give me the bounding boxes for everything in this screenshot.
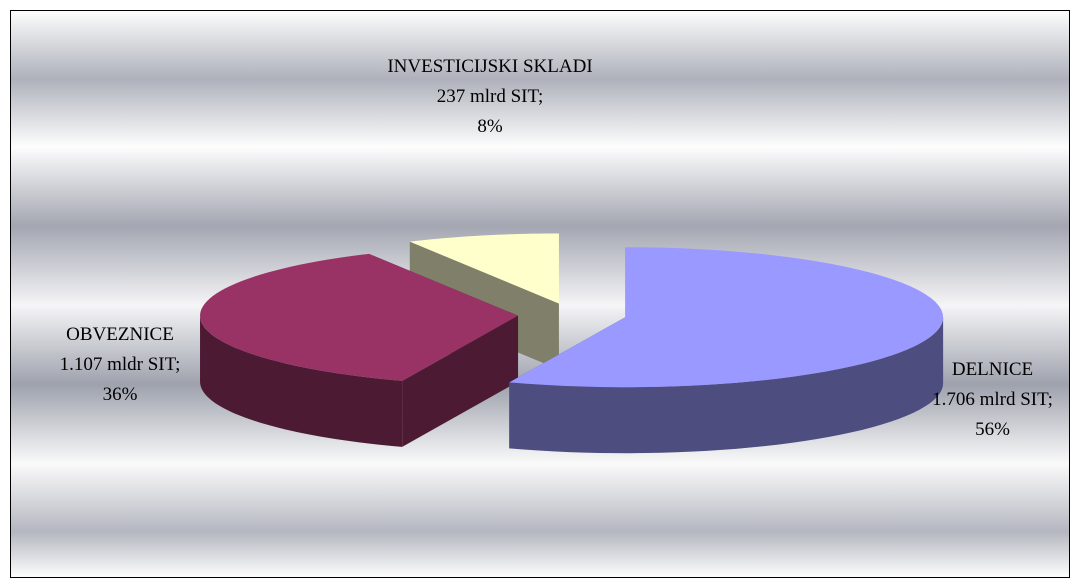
slice-top (409, 233, 559, 304)
slice-side (509, 317, 944, 454)
value-label: 1.107 mldr SIT; (59, 354, 181, 375)
category-label: DELNICE (951, 359, 1034, 380)
pie-slice (200, 253, 519, 447)
slice-side (200, 315, 403, 447)
percent-label: 8% (477, 116, 503, 137)
category-label: OBVEZNICE (66, 324, 174, 345)
percent-label: 36% (102, 384, 138, 405)
value-label: 1.706 mlrd SIT; (932, 389, 1053, 410)
data-label: DELNICE 1.706 mlrd SIT; 56% (905, 355, 1080, 445)
data-label: OBVEZNICE 1.107 mldr SIT; 36% (20, 320, 220, 410)
value-label: 237 mlrd SIT; (436, 86, 544, 107)
data-label: INVESTICIJSKI SKLADI 237 mlrd SIT; 8% (385, 52, 595, 142)
percent-label: 56% (975, 419, 1010, 440)
slice-top (200, 253, 519, 381)
slice-top (509, 247, 944, 388)
category-label: INVESTICIJSKI SKLADI (387, 56, 593, 77)
pie-slice (509, 247, 944, 454)
